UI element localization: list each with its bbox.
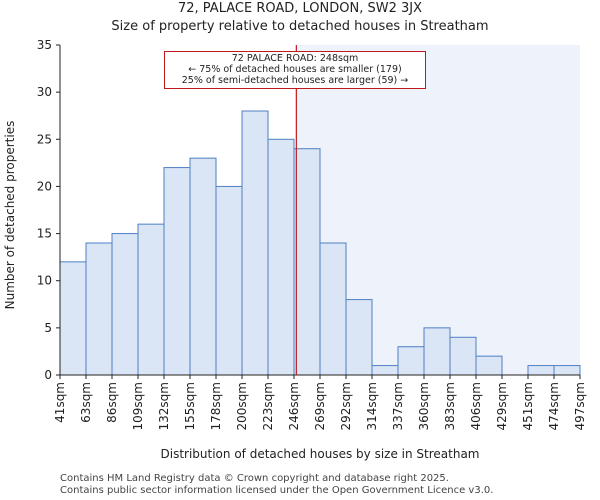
x-tick-label: 41sqm — [53, 382, 67, 423]
x-tick-label: 86sqm — [105, 382, 119, 423]
x-tick-label: 200sqm — [235, 382, 249, 430]
annotation-line-3: 25% of semi-detached houses are larger (… — [165, 75, 425, 86]
x-tick-label: 406sqm — [469, 382, 483, 430]
bar — [528, 366, 554, 375]
y-tick-label: 25 — [37, 132, 52, 146]
bar — [294, 149, 320, 375]
bar — [320, 243, 346, 375]
x-tick-label: 429sqm — [495, 382, 509, 430]
y-tick-label: 30 — [37, 85, 52, 99]
x-tick-label: 451sqm — [521, 382, 535, 430]
x-tick-label: 497sqm — [573, 382, 587, 430]
x-tick-label: 292sqm — [339, 382, 353, 430]
annotation-line-2: ← 75% of detached houses are smaller (17… — [165, 64, 425, 75]
bar — [242, 111, 268, 375]
bar — [398, 347, 424, 375]
bar — [190, 158, 216, 375]
bar — [346, 300, 372, 375]
x-tick-label: 246sqm — [287, 382, 301, 430]
x-tick-label: 155sqm — [183, 382, 197, 430]
x-tick-label: 269sqm — [313, 382, 327, 430]
bar — [424, 328, 450, 375]
bar — [138, 224, 164, 375]
bar — [60, 262, 86, 375]
bar — [112, 234, 138, 375]
x-tick-label: 314sqm — [365, 382, 379, 430]
bar — [86, 243, 112, 375]
property-annotation: 72 PALACE ROAD: 248sqm ← 75% of detached… — [164, 51, 426, 89]
bar — [372, 366, 398, 375]
bar — [164, 168, 190, 375]
y-tick-label: 5 — [44, 321, 52, 335]
footer-line-2: Contains public sector information licen… — [60, 485, 493, 496]
x-tick-label: 474sqm — [547, 382, 561, 430]
x-tick-label: 337sqm — [391, 382, 405, 430]
y-tick-label: 20 — [37, 179, 52, 193]
x-tick-label: 63sqm — [79, 382, 93, 423]
y-axis-label: Number of detached properties — [3, 121, 17, 310]
x-tick-label: 223sqm — [261, 382, 275, 430]
bar — [554, 366, 580, 375]
bar — [450, 337, 476, 375]
y-tick-label: 10 — [37, 274, 52, 288]
x-tick-label: 109sqm — [131, 382, 145, 430]
x-tick-label: 360sqm — [417, 382, 431, 430]
bar — [216, 186, 242, 375]
x-tick-label: 383sqm — [443, 382, 457, 430]
annotation-line-1: 72 PALACE ROAD: 248sqm — [165, 53, 425, 64]
x-tick-label: 178sqm — [209, 382, 223, 430]
x-tick-label: 132sqm — [157, 382, 171, 430]
bar — [268, 139, 294, 375]
x-axis-label: Distribution of detached houses by size … — [161, 447, 480, 461]
y-tick-label: 0 — [44, 368, 52, 382]
bar — [476, 356, 502, 375]
y-tick-label: 15 — [37, 227, 52, 241]
y-tick-label: 35 — [37, 38, 52, 52]
footer-line-1: Contains HM Land Registry data © Crown c… — [60, 473, 449, 484]
